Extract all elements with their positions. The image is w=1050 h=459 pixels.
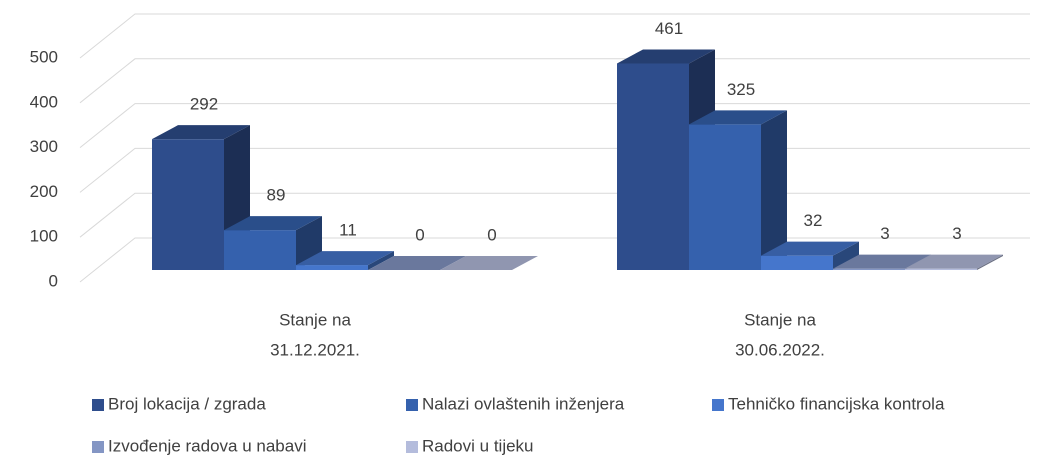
bar-top <box>152 125 250 140</box>
bar-front <box>833 268 905 270</box>
x-tick-label: 31.12.2021. <box>270 340 360 359</box>
legend-swatch <box>712 399 724 411</box>
data-label: 0 <box>487 225 496 244</box>
bar-front <box>761 255 833 270</box>
bar-top <box>905 254 1003 269</box>
bar-front <box>689 124 761 271</box>
y-tick-label: 400 <box>30 92 58 111</box>
bar-top <box>440 256 538 270</box>
data-label: 3 <box>880 224 889 243</box>
bar-front <box>905 268 977 270</box>
data-label: 3 <box>952 224 961 243</box>
legend-label: Tehničko financijska kontrola <box>728 394 945 413</box>
grid-line <box>79 58 1030 104</box>
bar-front <box>224 230 296 270</box>
legend-swatch <box>406 399 418 411</box>
legend-swatch <box>92 441 104 453</box>
bar-side <box>977 254 1003 270</box>
bar-side <box>833 241 859 270</box>
y-tick-label: 200 <box>30 182 58 201</box>
grid-line <box>79 103 1030 148</box>
legend-label: Radovi u tijeku <box>422 436 534 455</box>
bar-top <box>617 49 715 64</box>
bar-top <box>833 254 931 269</box>
legend-label: Broj lokacija / zgrada <box>108 394 266 413</box>
bar-top <box>689 110 787 125</box>
bar-side <box>761 110 787 271</box>
data-label: 461 <box>655 19 683 38</box>
bar-top <box>368 256 466 270</box>
legend-swatch <box>92 399 104 411</box>
legend-label: Nalazi ovlaštenih inženjera <box>422 394 625 413</box>
x-tick-label: 30.06.2022. <box>735 340 825 359</box>
x-tick-label: Stanje na <box>744 310 816 329</box>
y-tick-label: 0 <box>49 271 58 290</box>
data-label: 0 <box>415 225 424 244</box>
legend-swatch <box>406 441 418 453</box>
bar-top <box>761 241 859 256</box>
data-label: 11 <box>339 221 357 240</box>
bar-front <box>617 63 689 270</box>
y-tick-label: 100 <box>30 227 58 246</box>
bar-top <box>224 216 322 231</box>
bar-front <box>152 139 224 270</box>
data-label: 32 <box>804 211 823 230</box>
bar-side <box>368 251 394 270</box>
grid-line <box>79 13 1030 59</box>
data-label: 292 <box>190 95 218 114</box>
data-label: 325 <box>727 80 755 99</box>
legend-label: Izvođenje radova u nabavi <box>108 436 306 455</box>
y-tick-label: 500 <box>30 47 58 66</box>
data-label: 89 <box>267 186 286 205</box>
x-tick-label: Stanje na <box>279 310 351 329</box>
y-tick-label: 300 <box>30 137 58 156</box>
bar-top <box>296 251 394 266</box>
bar-front <box>296 265 368 270</box>
